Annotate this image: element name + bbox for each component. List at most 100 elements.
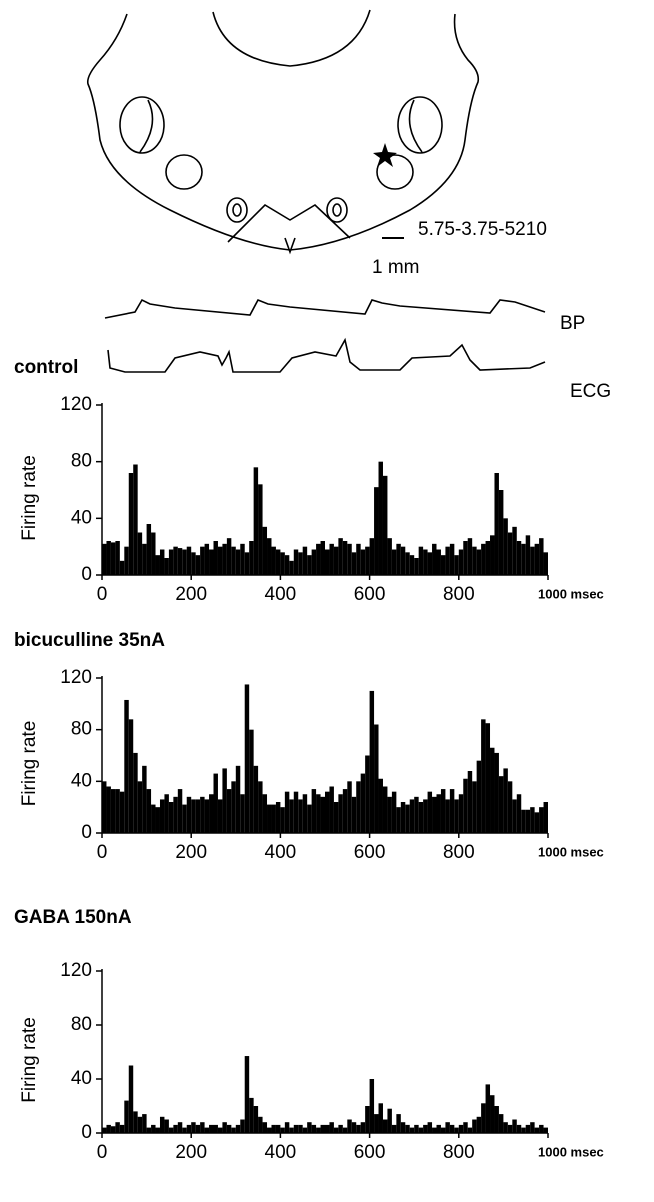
bar	[222, 543, 227, 575]
bar	[325, 791, 330, 833]
x-tick-label: 1000 msec	[538, 586, 604, 601]
section-outline	[86, 13, 480, 251]
bar	[342, 1127, 348, 1133]
bar	[235, 765, 241, 833]
x-tick-label: 800	[443, 842, 475, 863]
bar	[347, 781, 352, 833]
bar	[516, 541, 522, 575]
bar	[271, 804, 276, 833]
chart-title: control	[14, 357, 78, 378]
bar	[485, 541, 491, 575]
bar	[195, 555, 201, 575]
bar	[467, 538, 473, 575]
bar	[472, 546, 477, 575]
bar	[151, 804, 156, 833]
bar	[298, 1124, 303, 1133]
bar	[347, 1119, 352, 1133]
bar	[449, 1124, 455, 1133]
bar	[494, 1106, 499, 1133]
bar	[503, 768, 508, 833]
bar	[311, 789, 317, 833]
x-tick-label: 400	[265, 842, 297, 863]
bar	[458, 1124, 464, 1133]
bar	[405, 552, 410, 575]
bar	[507, 781, 513, 833]
bar	[217, 799, 223, 833]
bar	[200, 1122, 205, 1133]
bar	[298, 799, 303, 833]
bar	[342, 789, 348, 833]
bar	[195, 799, 201, 833]
bar	[400, 546, 406, 575]
bar	[124, 699, 129, 833]
bar	[338, 794, 343, 833]
bar	[476, 760, 482, 833]
bar	[204, 1127, 210, 1133]
bar	[110, 542, 116, 575]
bar	[204, 799, 210, 833]
x-tick-label: 0	[97, 584, 108, 605]
bar	[275, 802, 281, 833]
bar	[155, 555, 160, 575]
bar	[200, 796, 205, 833]
bar	[226, 789, 232, 833]
bar	[262, 794, 268, 833]
bar	[445, 799, 450, 833]
bar	[418, 546, 424, 575]
bar	[213, 1124, 218, 1133]
bar	[440, 789, 446, 833]
bar	[391, 549, 397, 575]
bar	[543, 802, 548, 833]
bar	[391, 1124, 397, 1133]
bar	[271, 1124, 276, 1133]
bar	[356, 781, 361, 833]
bar	[262, 1122, 268, 1133]
bar	[521, 1127, 526, 1133]
bar	[217, 546, 223, 575]
bar	[307, 804, 312, 833]
bp-label: BP	[560, 313, 585, 334]
bar	[293, 1124, 299, 1133]
bar	[316, 794, 321, 833]
bar	[142, 765, 147, 833]
bar	[539, 807, 544, 833]
bar	[378, 1103, 383, 1133]
bar	[209, 794, 214, 833]
bar	[209, 549, 214, 575]
bar	[110, 1126, 116, 1133]
bar	[289, 799, 294, 833]
bar	[472, 1119, 477, 1133]
bar	[516, 794, 522, 833]
bar	[338, 538, 343, 575]
bar	[177, 548, 183, 575]
bar	[365, 1106, 370, 1133]
bar	[217, 1127, 223, 1133]
bar	[409, 799, 415, 833]
x-tick-label: 200	[175, 584, 207, 605]
bar	[369, 538, 375, 575]
x-tick-label: 1000 msec	[538, 844, 604, 859]
x-tick-label: 600	[354, 842, 386, 863]
bar	[525, 809, 531, 833]
bar	[543, 1127, 548, 1133]
bar	[530, 546, 535, 575]
bar	[133, 464, 138, 575]
chart-title: GABA 150nA	[14, 907, 132, 928]
bar	[191, 799, 196, 833]
bar	[423, 1124, 428, 1133]
bar	[360, 773, 366, 833]
bar	[329, 1122, 334, 1133]
bar	[445, 1122, 450, 1133]
bar	[365, 755, 370, 833]
bar	[311, 1124, 317, 1133]
bar	[186, 546, 192, 575]
bar	[418, 802, 424, 833]
bar	[338, 1124, 343, 1133]
bar	[454, 1127, 459, 1133]
bar	[155, 807, 160, 833]
bar	[490, 747, 495, 833]
y-tick-label: 80	[71, 719, 92, 740]
bar	[490, 535, 495, 575]
bar	[267, 804, 272, 833]
bar	[222, 1122, 227, 1133]
